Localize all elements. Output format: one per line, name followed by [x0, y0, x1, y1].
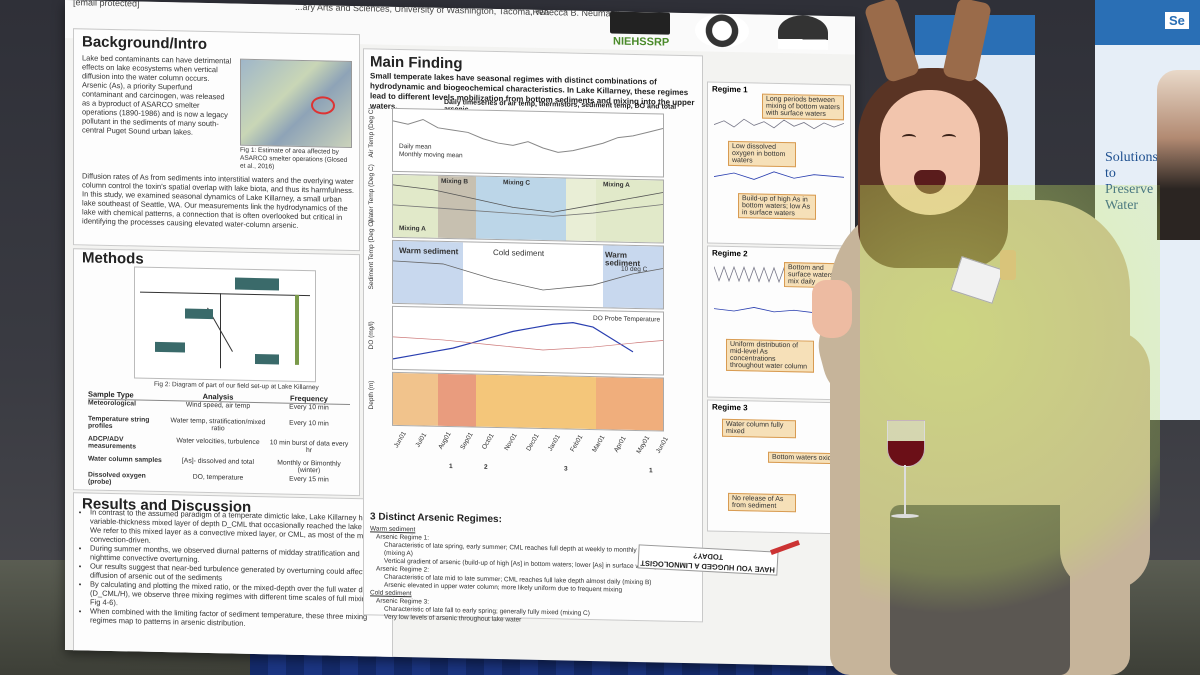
legend-monthly-mean: Monthly moving mean [399, 150, 463, 160]
label-do-probe: DO Probe Temperature [593, 315, 661, 324]
table-cell: 10 min burst of data every hr [269, 439, 349, 455]
y-axis-label-do: DO (mg/l) [368, 321, 375, 350]
x-tick-label: Sep01 [459, 431, 475, 452]
methods-title: Methods [82, 249, 144, 268]
methods-section: Methods Fig 2: Diagram of part of our fi… [73, 248, 360, 497]
do-line-chart [392, 322, 664, 360]
x-tick-label: Jan01 [546, 433, 562, 453]
regimes-title: 3 Distinct Arsenic Regimes: [370, 511, 502, 526]
banner-man-photo [1157, 70, 1200, 240]
regime-number: 1 [449, 463, 453, 471]
x-tick-label: Dec01 [525, 432, 541, 453]
heatmap-block [393, 372, 438, 426]
regime-2-title: Regime 2 [712, 248, 748, 259]
air-temp-panel: Daily mean Monthly moving mean [392, 107, 664, 178]
y-axis-label-air: Air Temp (Deg C) [368, 107, 375, 158]
x-tick-label: Nov01 [503, 432, 519, 452]
thumbs-up-icon [812, 280, 852, 338]
table-cell: Temperature string profiles [88, 415, 150, 430]
regime-2-chart [714, 265, 795, 284]
table-cell: Meteorological [88, 399, 136, 408]
heatmap-block [476, 374, 596, 430]
banner-brand: Se [1165, 12, 1189, 29]
x-tick-label: Feb01 [569, 433, 585, 454]
regime-number: 3 [564, 465, 568, 473]
table-header: Sample Type [88, 389, 134, 400]
table-cell: Water column samples [88, 455, 162, 465]
table-header: Frequency [290, 393, 328, 404]
y-axis-label-water: Water Temp (Deg C) [368, 164, 375, 224]
x-tick-label: Jun01 [392, 430, 408, 450]
y-axis-label-depth: Depth (m) [368, 380, 375, 410]
background-paragraph-2: Diffusion rates of As from sediments int… [82, 171, 354, 230]
methods-table: Sample Type Analysis Frequency Meteorolo… [88, 389, 350, 492]
map-marker-icon [311, 96, 335, 115]
regime-1-title: Regime 1 [712, 84, 748, 95]
regime-3-tag: Water column fully mixed [722, 418, 796, 439]
regime-number: 1 [649, 467, 653, 475]
niehs-logo-text: NIEHSSRP [613, 35, 670, 49]
regime-3-tag: Bottom waters oxic [768, 451, 836, 465]
table-cell: ADCP/ADV measurements [88, 435, 136, 451]
x-tick-label: Apr01 [612, 435, 628, 454]
wine-glass-icon [885, 420, 925, 525]
x-axis-ticks: Jun01 Jul01 Aug01 Sep01 Oct01 Nov01 Dec0… [392, 428, 672, 462]
heatmap-block [596, 377, 663, 431]
x-tick-label: Mar01 [591, 434, 607, 454]
sediment-temp-line [393, 260, 663, 291]
results-list: In contrast to the assumed paradigm of a… [76, 507, 390, 631]
regime-3-title: Regime 3 [712, 402, 748, 413]
badge-pin [1000, 250, 1016, 280]
water-temp-panel: Mixing B Mixing C Mixing A Mixing A [392, 173, 664, 244]
regime-1-tag: Build-up of high As in bottom waters; lo… [738, 193, 816, 220]
table-cell: Every 10 min [289, 403, 329, 412]
table-cell: Monthly or Bimonthly (winter) [277, 459, 341, 475]
x-tick-label: May01 [635, 434, 652, 456]
nih-logo [610, 11, 670, 35]
tree-logo [778, 14, 828, 50]
regime-1-chart [714, 118, 844, 130]
regime-1-do-chart [714, 171, 844, 180]
table-cell: Every 10 min [289, 419, 329, 428]
water-temp-lines [393, 184, 663, 217]
regimes-list: Warm sediment Arsenic Regime 1: Characte… [370, 525, 690, 628]
results-section: Results and Discussion In contrast to th… [73, 492, 393, 661]
field-setup-diagram [134, 266, 316, 383]
regime-3-tag: No release of As from sediment [728, 492, 796, 513]
main-finding-section: Main Finding Small temperate lakes have … [363, 48, 703, 624]
background-paragraph-1: Lake bed contaminants can have detriment… [82, 53, 232, 137]
table-cell: DO, temperature [192, 473, 244, 482]
asarco-map-image [240, 58, 352, 149]
eye [942, 134, 956, 141]
list-item: In contrast to the assumed paradigm of a… [90, 508, 390, 550]
background-section: Background/Intro Lake bed contaminants c… [73, 28, 360, 252]
table-cell: Every 15 min [289, 475, 329, 484]
background-title: Background/Intro [82, 33, 208, 53]
research-poster: [email protected] ...ary Arts and Scienc… [65, 0, 855, 667]
heatmap-block [438, 373, 476, 427]
regime-2-tag: Uniform distribution of mid-level As con… [726, 338, 814, 373]
sediment-temp-panel: Warm sediment Cold sediment Warm sedimen… [392, 239, 664, 310]
main-finding-title: Main Finding [370, 53, 463, 73]
table-cell: Water velocities, turbulence [176, 437, 260, 447]
table-cell: Water temp, stratification/mixed ratio [170, 417, 266, 433]
author-email: [email protected] [73, 0, 140, 9]
x-tick-label: Aug01 [437, 430, 453, 451]
regime-number: 2 [484, 463, 488, 471]
regime-1-panel: Regime 1 Long periods between mixing of … [707, 81, 851, 247]
table-cell: Dissolved oxygen (probe) [88, 471, 146, 486]
y-axis-label-sediment: Sediment Temp (Deg C) [368, 219, 375, 290]
do-panel: DO Probe Temperature [392, 305, 664, 376]
map-caption: Fig 1: Estimate of area affected by ASAR… [240, 146, 348, 171]
x-tick-label: Jul01 [414, 431, 429, 449]
x-tick-label: Oct01 [480, 432, 496, 451]
arsenic-heatmap-panel [392, 371, 664, 432]
x-tick-label: Jun01 [654, 435, 670, 455]
eye [902, 134, 916, 141]
air-temp-line-chart [392, 118, 664, 153]
uw-logo [695, 13, 749, 49]
